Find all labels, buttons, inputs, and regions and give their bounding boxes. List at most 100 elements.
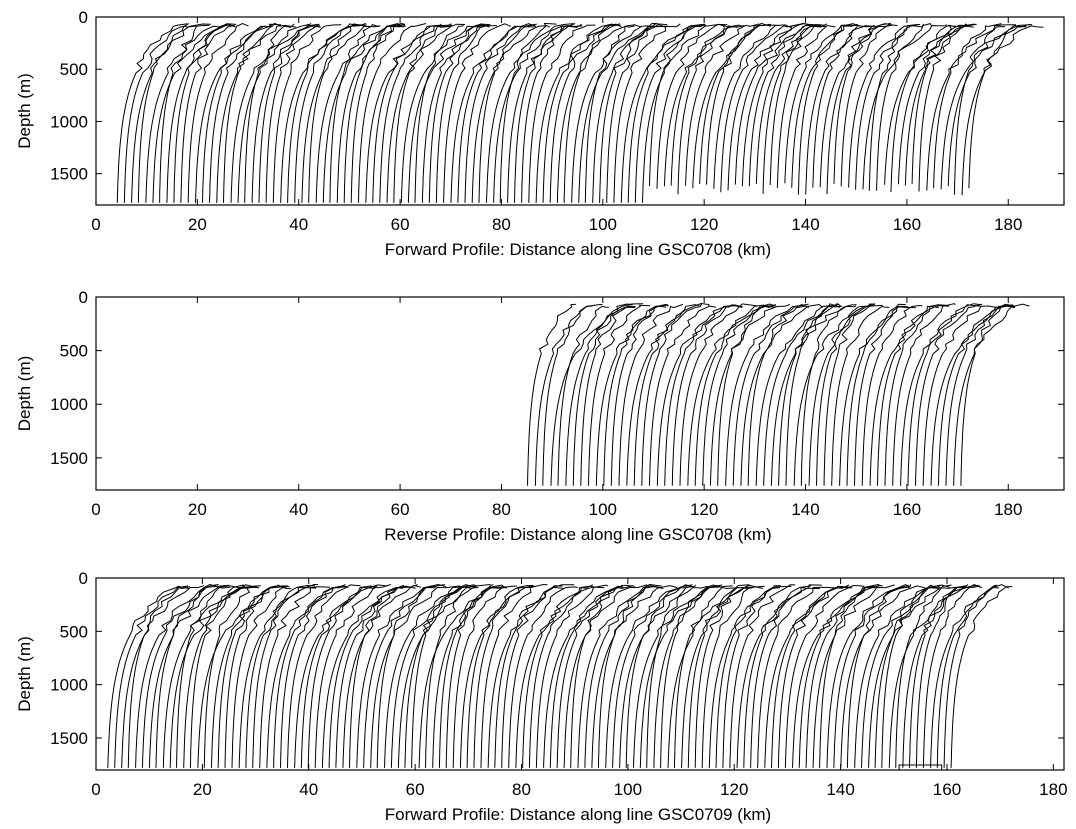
profile-trace — [685, 23, 760, 186]
profile-trace — [854, 305, 909, 486]
x-tick-label: 180 — [994, 500, 1022, 519]
profile-trace — [823, 303, 876, 486]
profile-trace — [876, 23, 932, 191]
profile-trace — [251, 25, 321, 203]
profile-trace — [605, 584, 693, 768]
profile-trace — [201, 25, 273, 203]
profile-trace — [793, 304, 883, 486]
profile-trace — [763, 302, 842, 486]
profile-trace — [709, 304, 791, 486]
y-tick-label: 1500 — [50, 449, 88, 468]
profile-trace — [884, 304, 950, 486]
profile-trace — [148, 585, 243, 768]
x-tick-label: 40 — [299, 780, 318, 799]
profile-trace — [653, 584, 723, 768]
profile-trace — [736, 584, 822, 768]
profile-trace — [892, 303, 956, 486]
profile-trace — [137, 25, 197, 203]
profile-trace — [499, 22, 557, 203]
profile-trace — [273, 583, 346, 768]
profile-trace — [812, 584, 895, 768]
profile-trace — [907, 304, 981, 486]
x-tick-label: 60 — [391, 215, 410, 234]
profile-trace — [627, 23, 704, 203]
profile-trace — [580, 305, 636, 486]
profile-trace — [514, 24, 573, 203]
profile-trace — [656, 305, 743, 486]
profile-trace — [209, 22, 282, 203]
y-tick-label: 500 — [60, 622, 88, 641]
profile-trace — [508, 586, 578, 768]
x-tick-label: 20 — [188, 215, 207, 234]
profile-trace — [376, 585, 437, 768]
y-tick-label: 1500 — [50, 165, 88, 184]
y-tick-label: 1500 — [50, 729, 88, 748]
y-tick-label: 1000 — [50, 395, 88, 414]
profile-trace — [902, 584, 979, 768]
profile-trace — [831, 305, 890, 486]
profile-trace — [922, 305, 997, 486]
x-tick-label: 60 — [391, 500, 410, 519]
profile-trace — [543, 584, 635, 768]
profile-trace — [335, 585, 416, 768]
profile-trace — [379, 23, 452, 203]
profile-trace — [606, 24, 667, 203]
profile-trace — [308, 22, 366, 203]
profile-trace — [826, 24, 893, 195]
profile-trace — [390, 584, 477, 768]
profile-trace — [535, 23, 622, 203]
x-tick-label: 80 — [492, 215, 511, 234]
profile-trace — [203, 585, 261, 768]
x-tick-label: 120 — [690, 500, 718, 519]
profile-trace — [123, 23, 190, 203]
profile-trace — [287, 23, 357, 203]
profile-trace — [599, 22, 657, 203]
profile-trace — [542, 305, 593, 486]
profile-trace — [740, 303, 824, 486]
y-tick-label: 0 — [79, 569, 88, 588]
profile-trace — [862, 24, 948, 190]
profile-trace — [720, 24, 798, 193]
y-axis-label: Depth (m) — [15, 73, 34, 149]
profile-trace — [563, 23, 621, 203]
profile-trace — [869, 305, 949, 486]
profile-trace — [874, 586, 940, 768]
profile-trace — [922, 584, 983, 768]
profile-trace — [777, 585, 851, 768]
y-axis-label: Depth (m) — [15, 356, 34, 432]
y-tick-label: 500 — [60, 60, 88, 79]
profile-trace — [968, 23, 1031, 189]
profile-trace — [729, 584, 796, 768]
profile-trace — [764, 586, 853, 768]
profile-traces — [527, 302, 1030, 486]
profile-trace — [116, 23, 188, 203]
profile-trace — [798, 585, 880, 768]
profile-trace — [755, 25, 827, 184]
profile-trace — [577, 583, 663, 768]
profile-trace — [404, 584, 475, 768]
profile-trace — [706, 23, 771, 185]
profile-trace — [800, 304, 857, 486]
profile-trace — [400, 24, 489, 203]
profile-trace — [833, 584, 912, 768]
profile-trace — [748, 23, 823, 187]
x-tick-label: 40 — [289, 500, 308, 519]
profile-trace — [797, 23, 859, 195]
profile-trace — [452, 585, 518, 768]
profile-trace — [515, 586, 605, 768]
profile-trace — [950, 586, 1013, 768]
profile-trace — [702, 304, 776, 486]
profile-trace — [868, 585, 964, 768]
profile-trace — [826, 584, 910, 768]
profile-trace — [210, 585, 288, 768]
profile-trace — [180, 24, 235, 203]
profile-trace — [940, 25, 1027, 190]
profile-trace — [868, 24, 921, 191]
profile-trace — [155, 584, 219, 768]
x-tick-label: 180 — [1039, 780, 1067, 799]
profile-trace — [833, 22, 886, 184]
profile-trace — [953, 26, 1006, 195]
profile-trace — [819, 584, 880, 768]
profile-trace — [314, 584, 391, 768]
y-axis-label: Depth (m) — [15, 636, 34, 712]
